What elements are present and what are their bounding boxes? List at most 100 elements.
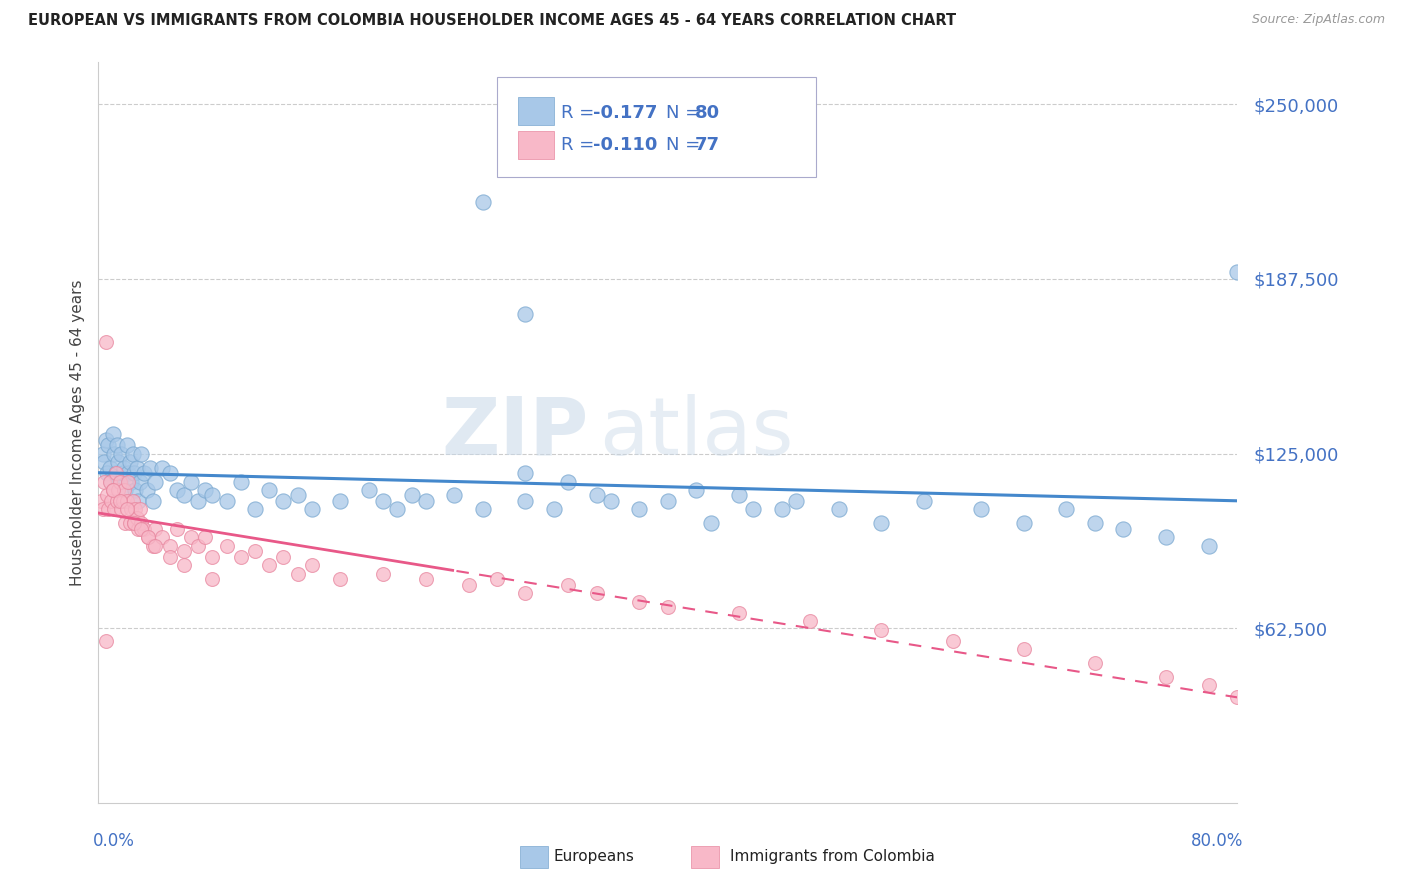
Point — [728, 488, 751, 502]
Point — [152, 460, 174, 475]
Point — [401, 488, 423, 502]
Point — [103, 446, 125, 460]
Point — [114, 483, 136, 497]
Point — [112, 483, 135, 497]
Text: R =: R = — [561, 103, 600, 122]
Text: Source: ZipAtlas.com: Source: ZipAtlas.com — [1251, 13, 1385, 27]
Point — [685, 483, 707, 497]
Point — [105, 494, 128, 508]
Point — [97, 438, 120, 452]
Point — [101, 427, 124, 442]
Point — [115, 502, 138, 516]
Point — [628, 594, 651, 608]
Point — [1198, 678, 1220, 692]
Point — [515, 466, 537, 480]
Point — [628, 502, 651, 516]
Point — [471, 502, 494, 516]
Point — [110, 446, 132, 460]
Point — [141, 494, 163, 508]
Point — [118, 516, 141, 531]
Point — [1198, 539, 1220, 553]
Point — [94, 433, 117, 447]
Point — [108, 475, 131, 489]
Point — [273, 494, 295, 508]
Point — [136, 530, 159, 544]
Point — [91, 502, 114, 516]
Point — [585, 586, 607, 600]
Point — [127, 494, 149, 508]
Point — [145, 475, 167, 489]
FancyBboxPatch shape — [520, 846, 548, 868]
Point — [301, 558, 323, 573]
Point — [371, 566, 394, 581]
Point — [1012, 516, 1035, 531]
Point — [215, 539, 238, 553]
Point — [215, 494, 238, 508]
Point — [105, 438, 128, 452]
Point — [100, 475, 122, 489]
Text: R =: R = — [561, 136, 600, 154]
Point — [443, 488, 465, 502]
Point — [103, 502, 125, 516]
Point — [104, 466, 127, 480]
Point — [129, 522, 152, 536]
Point — [585, 488, 607, 502]
Point — [229, 549, 252, 564]
Point — [98, 475, 121, 489]
Point — [91, 446, 114, 460]
Point — [187, 539, 209, 553]
Point — [371, 494, 394, 508]
Point — [104, 466, 127, 480]
Point — [486, 572, 509, 586]
Point — [115, 494, 138, 508]
Point — [141, 539, 163, 553]
Point — [287, 566, 309, 581]
Text: Immigrants from Colombia: Immigrants from Colombia — [731, 849, 935, 864]
Point — [128, 502, 150, 516]
Point — [111, 466, 134, 480]
Point — [173, 558, 195, 573]
Point — [138, 460, 160, 475]
Text: 80: 80 — [695, 103, 720, 122]
Point — [121, 446, 143, 460]
Point — [94, 633, 117, 648]
Point — [129, 516, 152, 531]
FancyBboxPatch shape — [690, 846, 718, 868]
Point — [329, 572, 352, 586]
Point — [117, 475, 139, 489]
Point — [1056, 502, 1078, 516]
Point — [152, 530, 174, 544]
Point — [515, 494, 537, 508]
Point — [100, 494, 122, 508]
Point — [557, 475, 579, 489]
Text: ZIP: ZIP — [441, 393, 588, 472]
Point — [166, 483, 188, 497]
Point — [159, 539, 181, 553]
Point — [110, 502, 132, 516]
Point — [107, 483, 129, 497]
Point — [515, 586, 537, 600]
Point — [98, 460, 121, 475]
Point — [124, 502, 146, 516]
Point — [101, 483, 124, 497]
Point — [93, 475, 115, 489]
Point — [657, 494, 679, 508]
Point — [1154, 530, 1177, 544]
Point — [118, 455, 141, 469]
Point — [180, 530, 202, 544]
Text: N =: N = — [665, 136, 706, 154]
Point — [287, 488, 309, 502]
Point — [166, 522, 188, 536]
Point — [699, 516, 721, 531]
Point — [111, 494, 134, 508]
Point — [457, 578, 479, 592]
Point — [159, 466, 181, 480]
Point — [471, 195, 494, 210]
Point — [742, 502, 765, 516]
FancyBboxPatch shape — [517, 130, 554, 159]
Point — [912, 494, 935, 508]
Point — [90, 494, 112, 508]
Text: -0.177: -0.177 — [593, 103, 657, 122]
Point — [101, 483, 124, 497]
Point — [515, 307, 537, 321]
